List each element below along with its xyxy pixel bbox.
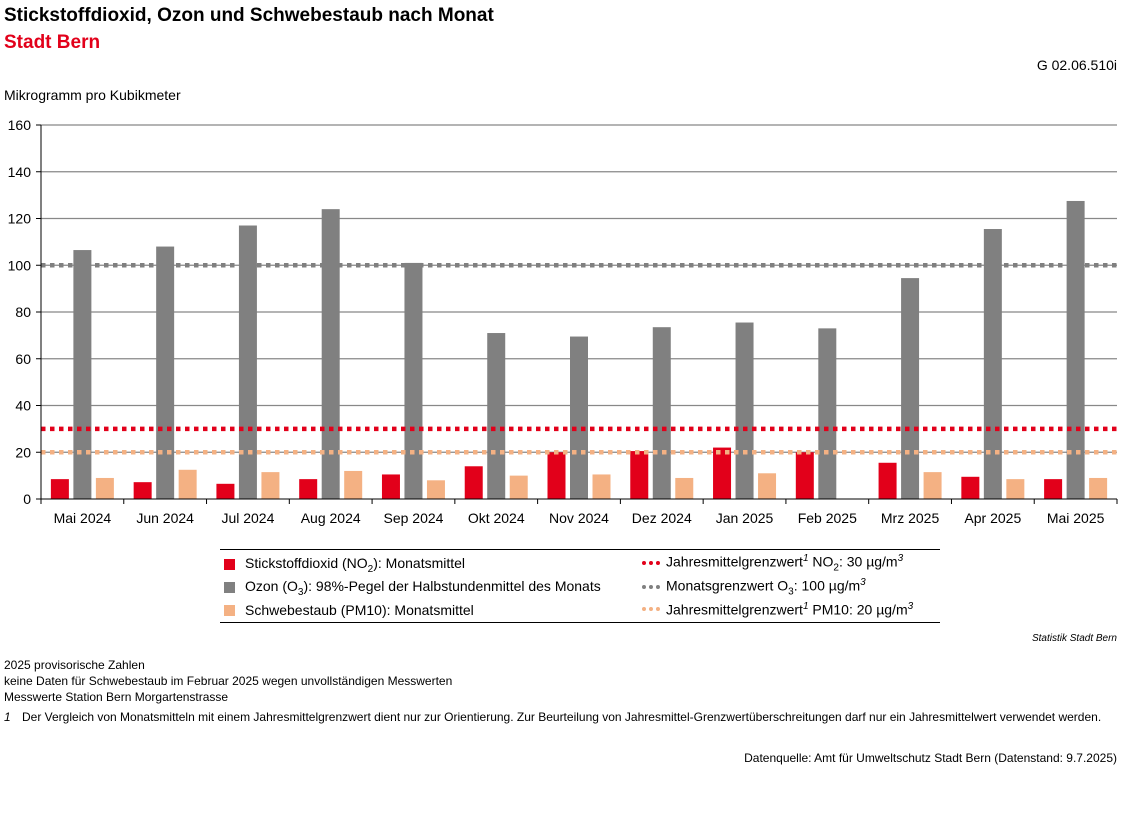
y-tick-label: 80 bbox=[15, 304, 31, 320]
notes: 2025 provisorische Zahlen keine Daten fü… bbox=[4, 657, 452, 705]
legend-item-o3-limit: Monatsgrenzwert O3: 100 µg/m3 bbox=[642, 577, 866, 597]
bar-o3 bbox=[321, 209, 340, 499]
bar-o3 bbox=[570, 336, 588, 499]
bar-o3 bbox=[652, 327, 671, 499]
x-tick-label: Jan 2025 bbox=[716, 510, 774, 526]
bar-o3 bbox=[404, 262, 423, 499]
legend-item-no2-limit: Jahresmittelgrenzwert1 NO2: 30 µg/m3 bbox=[642, 553, 903, 573]
bar-pm10 bbox=[1089, 477, 1108, 499]
bar-no2 bbox=[216, 483, 235, 499]
bar-o3 bbox=[487, 333, 506, 499]
x-tick-label: Sep 2024 bbox=[383, 510, 443, 526]
bar-pm10 bbox=[178, 469, 197, 499]
bar-chart: 0 20 40 60 80 100 120 140 160 Mai 2024 Jun 2024 Jul… bbox=[8, 117, 1118, 526]
legend-item-pm10: Schwebestaub (PM10): Monatsmittel bbox=[224, 602, 474, 618]
x-tick-label: Mai 2025 bbox=[1047, 510, 1105, 526]
legend-label-pm10-limit: Jahresmittelgrenzwert1 PM10: 20 µg/m3 bbox=[666, 601, 914, 618]
legend-item-no2: Stickstoffdioxid (NO2): Monatsmittel bbox=[224, 555, 465, 575]
bar-pm10 bbox=[261, 472, 280, 499]
note-provisional: 2025 provisorische Zahlen bbox=[4, 658, 145, 672]
chart-title: Stickstoffdioxid, Ozon und Schwebestaub … bbox=[4, 5, 494, 26]
legend-swatch-o3-limit bbox=[642, 585, 660, 590]
bar-no2 bbox=[464, 466, 483, 499]
legend-swatch-pm10 bbox=[224, 604, 235, 616]
bar-no2 bbox=[795, 452, 814, 499]
axes: 0 20 40 60 80 100 120 140 160 Mai 2024 Jun 2024 Jul… bbox=[8, 117, 1118, 526]
chart-code: G 02.06.510i bbox=[1036, 57, 1117, 73]
x-tick-label: Okt 2024 bbox=[468, 510, 525, 526]
y-tick-label: 20 bbox=[15, 444, 31, 460]
bar-pm10 bbox=[426, 480, 445, 499]
bar-pm10 bbox=[509, 475, 528, 499]
legend-swatch-pm10-limit bbox=[642, 607, 660, 612]
bar-no2 bbox=[133, 482, 152, 499]
x-tick-label: Jun 2024 bbox=[136, 510, 194, 526]
bar-o3 bbox=[156, 246, 175, 499]
data-source: Datenquelle: Amt für Umweltschutz Stadt … bbox=[744, 751, 1117, 765]
bar-pm10 bbox=[923, 472, 942, 499]
legend: Stickstoffdioxid (NO2): Monatsmittel Ozo… bbox=[220, 549, 940, 623]
bar-no2 bbox=[961, 476, 980, 499]
bar-o3 bbox=[983, 229, 1002, 500]
legend-label-no2: Stickstoffdioxid (NO2): Monatsmittel bbox=[245, 555, 466, 575]
legend-item-pm10-limit: Jahresmittelgrenzwert1 PM10: 20 µg/m3 bbox=[642, 601, 913, 618]
bar-no2 bbox=[1044, 479, 1063, 499]
bar-pm10 bbox=[675, 477, 694, 499]
legend-item-o3: Ozon (O3): 98%-Pegel der Halbstundenmitt… bbox=[224, 578, 601, 598]
y-tick-label: 100 bbox=[8, 257, 32, 273]
bar-o3 bbox=[735, 322, 754, 499]
bar-pm10 bbox=[592, 474, 611, 499]
chart-subtitle: Stadt Bern bbox=[4, 32, 101, 53]
note-missing-data: keine Daten für Schwebestaub im Februar … bbox=[4, 674, 453, 688]
bar-no2 bbox=[547, 452, 566, 499]
legend-label-o3: Ozon (O3): 98%-Pegel der Halbstundenmitt… bbox=[245, 578, 601, 598]
x-tick-label: Apr 2025 bbox=[964, 510, 1021, 526]
bar-o3 bbox=[818, 328, 837, 499]
y-tick-label: 120 bbox=[8, 211, 32, 227]
y-tick-label: 40 bbox=[15, 398, 31, 414]
x-tick-label: Mrz 2025 bbox=[881, 510, 940, 526]
bar-no2 bbox=[381, 474, 400, 499]
y-tick-label: 60 bbox=[15, 351, 31, 367]
bar-no2 bbox=[299, 479, 318, 499]
footnote-mark: 1 bbox=[4, 710, 11, 724]
bar-pm10 bbox=[95, 477, 114, 499]
legend-label-no2-limit: Jahresmittelgrenzwert1 NO2: 30 µg/m3 bbox=[666, 553, 904, 574]
gridlines bbox=[41, 124, 1117, 453]
bar-pm10 bbox=[1006, 479, 1025, 499]
x-tick-label: Aug 2024 bbox=[301, 510, 361, 526]
note-station: Messwerte Station Bern Morgartenstrasse bbox=[4, 690, 229, 704]
y-tick-label: 140 bbox=[8, 164, 32, 180]
x-tick-label: Mai 2024 bbox=[54, 510, 112, 526]
y-tick-label: 160 bbox=[8, 117, 32, 133]
x-tick-label: Feb 2025 bbox=[798, 510, 857, 526]
legend-swatch-no2 bbox=[224, 559, 235, 571]
bar-pm10 bbox=[758, 473, 777, 499]
legend-label-pm10: Schwebestaub (PM10): Monatsmittel bbox=[245, 602, 474, 618]
bar-o3 bbox=[901, 278, 920, 499]
legend-swatch-o3 bbox=[224, 582, 235, 594]
legend-label-o3-limit: Monatsgrenzwert O3: 100 µg/m3 bbox=[666, 577, 866, 598]
x-tick-label: Dez 2024 bbox=[632, 510, 692, 526]
credit: Statistik Stadt Bern bbox=[1031, 633, 1117, 644]
bar-no2 bbox=[878, 462, 897, 499]
y-tick-label: 0 bbox=[23, 491, 31, 507]
bar-pm10 bbox=[344, 470, 363, 499]
bar-o3 bbox=[73, 250, 92, 499]
y-axis-label: Mikrogramm pro Kubikmeter bbox=[4, 87, 181, 103]
x-tick-label: Jul 2024 bbox=[221, 510, 274, 526]
bar-no2 bbox=[630, 451, 649, 499]
bar-no2 bbox=[50, 479, 69, 499]
footnote-text: Der Vergleich von Monatsmitteln mit eine… bbox=[22, 710, 1102, 724]
bar-no2 bbox=[713, 447, 732, 499]
bar-o3 bbox=[1066, 200, 1085, 499]
bars bbox=[50, 200, 1108, 500]
x-tick-label: Nov 2024 bbox=[549, 510, 609, 526]
legend-swatch-no2-limit bbox=[642, 561, 660, 566]
